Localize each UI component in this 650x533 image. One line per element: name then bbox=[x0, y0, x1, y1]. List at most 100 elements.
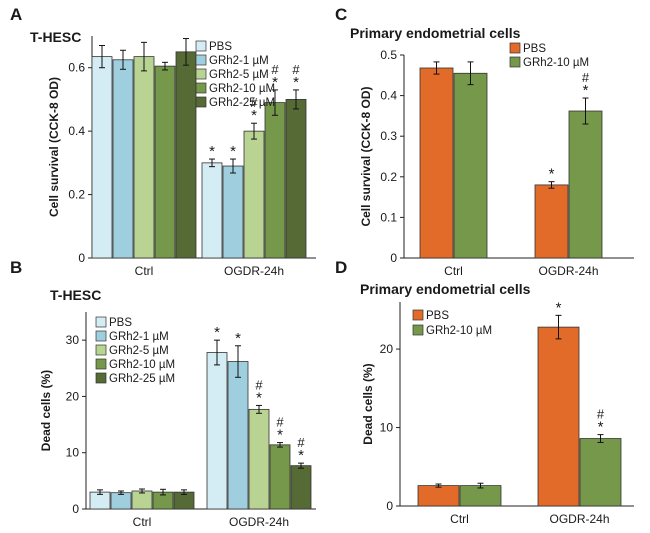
y-tick-label: 10 bbox=[66, 446, 80, 460]
significance-hash: # bbox=[582, 70, 590, 85]
y-tick-label: 0.5 bbox=[380, 48, 397, 62]
y-tick-label: 0 bbox=[72, 502, 79, 516]
panel-title: Primary endometrial cells bbox=[350, 25, 521, 41]
significance-hash: # bbox=[297, 435, 305, 450]
significance-hash: # bbox=[250, 95, 258, 110]
y-tick-label: 0.2 bbox=[380, 170, 397, 184]
y-tick-label: 10 bbox=[380, 421, 394, 435]
bar bbox=[419, 67, 454, 259]
significance-star: * bbox=[293, 74, 299, 91]
significance-star: * bbox=[583, 82, 589, 99]
x-category-label: Ctrl bbox=[133, 515, 152, 529]
y-tick-label: 0.2 bbox=[68, 188, 85, 202]
significance-star: * bbox=[556, 299, 562, 316]
legend-swatch bbox=[412, 324, 424, 336]
y-tick-label: 0.3 bbox=[380, 129, 397, 143]
legend-label: GRh2-1 µM bbox=[209, 55, 269, 67]
bar bbox=[243, 130, 265, 259]
bar bbox=[222, 165, 244, 259]
bar bbox=[534, 184, 569, 259]
legend-swatch bbox=[195, 54, 207, 66]
bar bbox=[453, 72, 488, 259]
legend-swatch bbox=[195, 40, 207, 52]
legend-swatch bbox=[95, 344, 107, 356]
significance-star: * bbox=[214, 324, 220, 341]
y-axis-label: Dead cells (%) bbox=[361, 363, 375, 444]
bar bbox=[201, 162, 223, 259]
significance-star: * bbox=[209, 143, 215, 160]
x-category-label: OGDR-24h bbox=[224, 264, 284, 278]
legend-label: GRh2-25 µM bbox=[209, 97, 275, 109]
panel-title: T-HESC bbox=[50, 287, 101, 303]
legend-label: GRh2-10 µM bbox=[523, 57, 589, 69]
legend-label: GRh2-10 µM bbox=[109, 359, 175, 371]
bar bbox=[112, 59, 134, 259]
panel-label: B bbox=[10, 258, 22, 277]
y-tick-label: 20 bbox=[66, 389, 80, 403]
legend-swatch bbox=[412, 309, 424, 321]
y-tick-label: 0.4 bbox=[380, 89, 397, 103]
x-category-label: Ctrl bbox=[444, 264, 463, 278]
bar bbox=[417, 485, 460, 507]
y-tick-label: 0.1 bbox=[380, 210, 397, 224]
x-category-label: Ctrl bbox=[135, 264, 154, 278]
x-category-label: OGDR-24h bbox=[229, 515, 289, 529]
legend-label: GRh2-1 µM bbox=[109, 331, 169, 343]
panel-label: D bbox=[335, 258, 347, 277]
panel-d: D Primary endometrial cells Dead cells (%)… bbox=[335, 258, 634, 526]
bar bbox=[227, 361, 249, 510]
significance-hash: # bbox=[276, 415, 284, 430]
x-category-label: OGDR-24h bbox=[538, 264, 598, 278]
bar bbox=[206, 352, 228, 510]
legend-label: GRh2-5 µM bbox=[109, 345, 169, 357]
legend-label: PBS bbox=[209, 41, 232, 53]
y-tick-label: 20 bbox=[380, 342, 394, 356]
legend-swatch bbox=[195, 68, 207, 80]
bar bbox=[285, 99, 307, 259]
legend-swatch bbox=[95, 372, 107, 384]
bar bbox=[133, 56, 155, 259]
legend-label: PBS bbox=[109, 317, 132, 329]
significance-star: * bbox=[251, 107, 257, 124]
bar bbox=[264, 102, 286, 259]
legend-label: GRh2-10 µM bbox=[426, 325, 492, 337]
bar bbox=[459, 485, 502, 507]
legend-swatch bbox=[509, 56, 521, 68]
legend-swatch bbox=[95, 316, 107, 328]
bar bbox=[91, 56, 113, 259]
panel-label: C bbox=[335, 5, 347, 24]
panel-title: T-HESC bbox=[30, 29, 81, 45]
x-category-label: OGDR-24h bbox=[549, 512, 609, 526]
bar bbox=[568, 110, 603, 259]
x-category-label: Ctrl bbox=[450, 512, 469, 526]
significance-star: * bbox=[549, 166, 555, 183]
y-tick-label: 0.6 bbox=[68, 61, 85, 75]
bar bbox=[110, 492, 132, 510]
significance-hash: # bbox=[292, 62, 300, 77]
bar bbox=[131, 490, 153, 510]
legend-swatch bbox=[95, 330, 107, 342]
y-axis-label: Dead cells (%) bbox=[39, 370, 53, 451]
y-tick-label: 0 bbox=[78, 251, 85, 265]
significance-star: * bbox=[230, 143, 236, 160]
bar bbox=[248, 408, 270, 510]
bar bbox=[175, 51, 197, 259]
legend-swatch bbox=[195, 96, 207, 108]
significance-star: * bbox=[598, 419, 604, 436]
y-tick-label: 0 bbox=[390, 251, 397, 265]
panel-a: A T-HESC Cell survival (CCK-8 OD) 0 0.2 0.4 0.… bbox=[10, 5, 316, 278]
significance-star: * bbox=[277, 427, 283, 444]
panel-title: Primary endometrial cells bbox=[360, 281, 531, 297]
significance-star: * bbox=[256, 389, 262, 406]
legend-swatch bbox=[195, 82, 207, 94]
legend-label: GRh2-25 µM bbox=[109, 373, 175, 385]
bar bbox=[154, 65, 176, 259]
significance-star: * bbox=[298, 447, 304, 464]
bar bbox=[290, 465, 312, 510]
significance-star: * bbox=[272, 74, 278, 91]
y-tick-label: 0.4 bbox=[68, 124, 85, 138]
significance-hash: # bbox=[255, 377, 263, 392]
